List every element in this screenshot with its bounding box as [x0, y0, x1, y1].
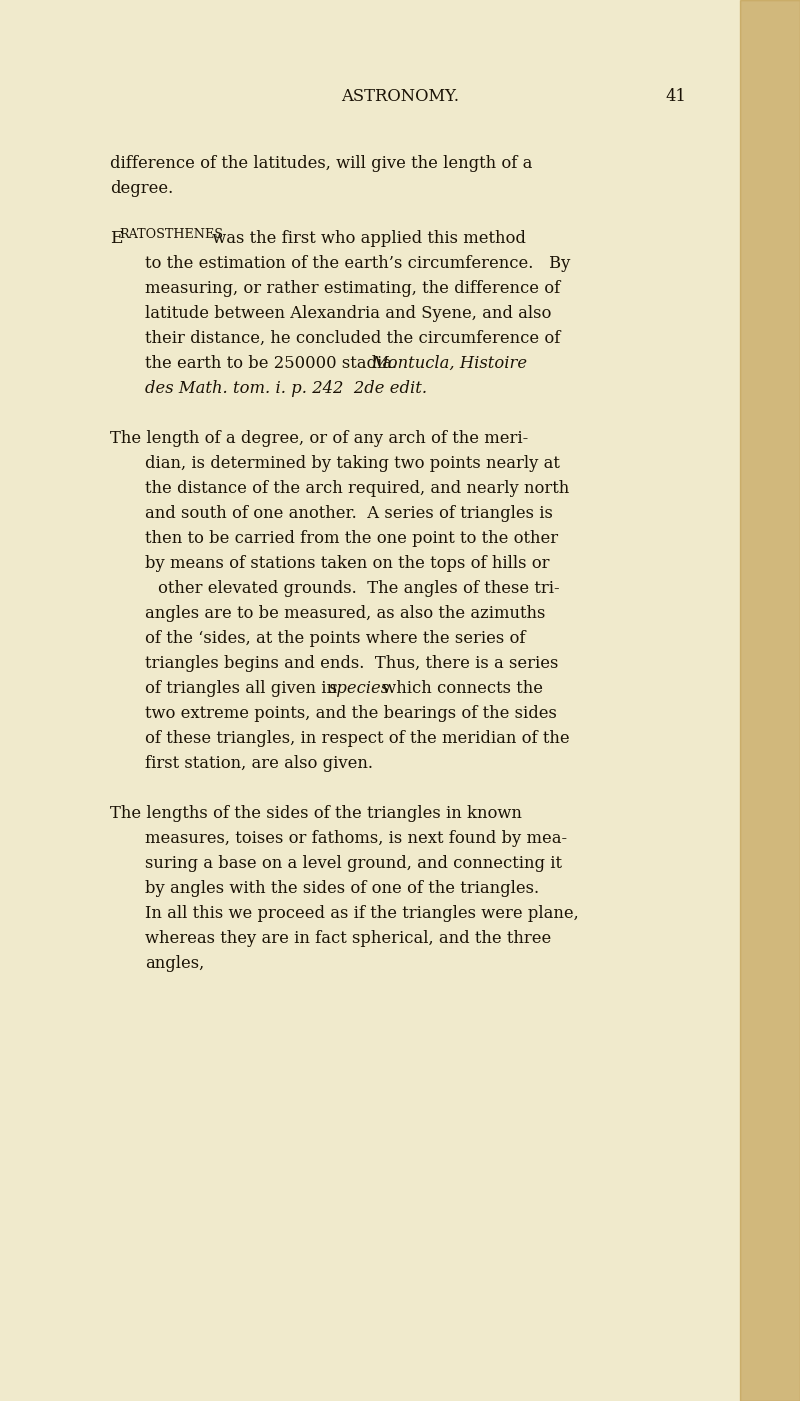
Text: suring a base on a level ground, and connecting it: suring a base on a level ground, and con…: [145, 855, 562, 871]
Text: The lengths of the sides of the triangles in known: The lengths of the sides of the triangle…: [110, 806, 522, 822]
Text: measuring, or rather estimating, the difference of: measuring, or rather estimating, the dif…: [145, 280, 560, 297]
Text: first station, are also given.: first station, are also given.: [145, 755, 373, 772]
Text: In all this we proceed as if the triangles were plane,: In all this we proceed as if the triangl…: [145, 905, 578, 922]
Text: RATOSTHENES: RATOSTHENES: [119, 228, 223, 241]
Text: difference of the latitudes, will give the length of a: difference of the latitudes, will give t…: [110, 156, 532, 172]
Text: by angles with the sides of one of the triangles.: by angles with the sides of one of the t…: [145, 880, 539, 897]
Text: of triangles all given in: of triangles all given in: [145, 679, 342, 698]
Text: then to be carried from the one point to the other: then to be carried from the one point to…: [145, 530, 558, 546]
Text: their distance, he concluded the circumference of: their distance, he concluded the circumf…: [145, 331, 560, 347]
Text: latitude between Alexandria and Syene, and also: latitude between Alexandria and Syene, a…: [145, 305, 551, 322]
Bar: [740, 0, 800, 1401]
Text: ASTRONOMY.: ASTRONOMY.: [341, 88, 459, 105]
Text: E: E: [110, 230, 122, 247]
Text: of the ‘sides, at the points where the series of: of the ‘sides, at the points where the s…: [145, 630, 526, 647]
Text: whereas they are in fact spherical, and the three: whereas they are in fact spherical, and …: [145, 930, 551, 947]
Text: was the first who applied this method: was the first who applied this method: [207, 230, 526, 247]
Text: by means of stations taken on the tops of hills or: by means of stations taken on the tops o…: [145, 555, 550, 572]
Text: to the estimation of the earth’s circumference.   By: to the estimation of the earth’s circumf…: [145, 255, 570, 272]
Text: dian, is determined by taking two points nearly at: dian, is determined by taking two points…: [145, 455, 560, 472]
Text: measures, toises or fathoms, is next found by mea-: measures, toises or fathoms, is next fou…: [145, 829, 567, 848]
Text: the earth to be 250000 stadia.: the earth to be 250000 stadia.: [145, 354, 408, 373]
Text: 41: 41: [666, 88, 686, 105]
Text: and south of one another.  A series of triangles is: and south of one another. A series of tr…: [145, 504, 553, 523]
Text: the distance of the arch required, and nearly north: the distance of the arch required, and n…: [145, 481, 570, 497]
Text: The length of a degree, or of any arch of the meri-: The length of a degree, or of any arch o…: [110, 430, 528, 447]
Text: angles are to be measured, as also the azimuths: angles are to be measured, as also the a…: [145, 605, 546, 622]
Text: other elevated grounds.  The angles of these tri-: other elevated grounds. The angles of th…: [158, 580, 560, 597]
Text: Montucla, Histoire: Montucla, Histoire: [371, 354, 528, 373]
Text: degree.: degree.: [110, 179, 174, 198]
Text: of these triangles, in respect of the meridian of the: of these triangles, in respect of the me…: [145, 730, 570, 747]
Text: species: species: [329, 679, 390, 698]
Text: angles,: angles,: [145, 955, 204, 972]
Text: triangles begins and ends.  Thus, there is a series: triangles begins and ends. Thus, there i…: [145, 656, 558, 672]
Text: which connects the: which connects the: [377, 679, 543, 698]
Text: des Math. tom. i. p. 242  2de edit.: des Math. tom. i. p. 242 2de edit.: [145, 380, 427, 396]
Text: two extreme points, and the bearings of the sides: two extreme points, and the bearings of …: [145, 705, 557, 722]
